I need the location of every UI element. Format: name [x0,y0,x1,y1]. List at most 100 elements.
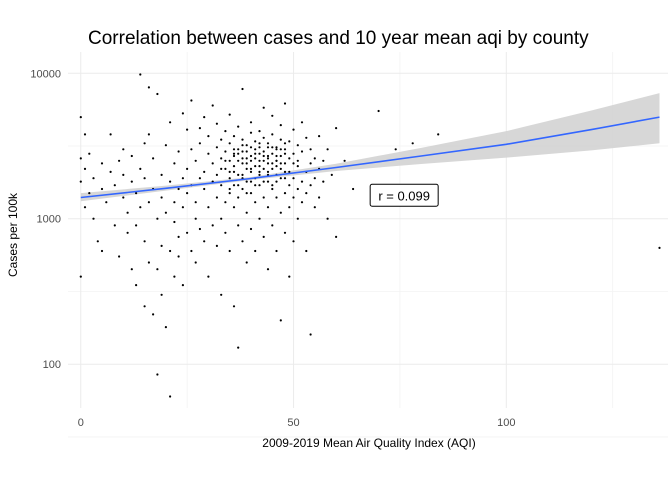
correlation-annotation: r = 0.099 [369,183,439,207]
data-point [254,140,257,143]
y-axis-ticks: 100 1000 10000 [30,68,61,371]
data-point [143,305,146,308]
data-point [262,196,265,199]
data-point [262,106,265,109]
data-point [186,167,189,170]
data-point [186,231,189,234]
data-point [139,73,142,76]
data-point [288,184,291,187]
data-point [249,131,253,134]
data-point [271,184,274,187]
data-point [224,167,227,170]
data-point [228,159,231,162]
data-point [275,159,278,162]
data-point [194,261,197,264]
data-point [113,184,116,187]
data-point [292,240,295,243]
data-point [181,284,184,287]
data-point [305,192,308,195]
data-point [232,184,236,187]
data-point [258,184,261,187]
data-point [177,235,180,238]
data-point [169,121,172,124]
data-point [156,217,159,220]
grid [68,52,668,438]
data-point [335,235,338,238]
data-point [113,224,116,227]
data-point [245,144,248,147]
data-point [181,177,184,180]
data-point [237,196,240,199]
data-point [228,142,231,145]
data-point [275,154,278,158]
annotation-text: r = 0.099 [378,188,430,203]
data-point [198,227,201,231]
data-point [211,162,214,165]
data-point [139,167,142,170]
data-point [266,154,270,158]
chart-title: Correlation between cases and 10 year me… [88,28,589,49]
data-point [292,196,295,199]
data-point [118,255,121,258]
data-point [164,144,167,147]
data-point [283,142,287,145]
data-point [283,102,287,105]
data-point [237,224,240,227]
data-point [228,170,231,173]
data-point [220,167,223,170]
data-point [177,187,180,191]
data-point [271,162,274,165]
data-point [135,284,138,287]
data-point [152,157,155,160]
data-point [220,293,223,296]
data-points [79,73,661,398]
data-point [92,177,95,180]
data-point [232,148,236,151]
data-point [262,159,265,162]
data-point [198,177,201,180]
data-point [147,201,150,204]
data-point [279,162,282,165]
data-point [279,167,282,170]
data-point [130,180,133,183]
data-point [279,319,282,322]
data-point [394,148,397,151]
data-point [305,249,308,253]
data-point [266,268,270,271]
data-point [203,170,206,173]
data-point [194,217,197,220]
data-point [147,133,150,136]
data-point [237,184,240,187]
data-point [241,87,244,91]
data-point [169,180,172,183]
data-point [271,133,274,136]
data-point [241,240,244,243]
data-point [266,146,270,149]
data-point [181,112,184,115]
data-point [203,116,206,119]
data-point [237,173,240,176]
data-point [173,201,176,204]
data-point [105,201,108,204]
data-point [232,152,236,155]
data-point [258,159,261,162]
data-point [194,159,197,162]
data-point [266,162,270,165]
data-point [83,167,87,170]
data-point [228,249,231,253]
data-point [241,187,244,191]
data-point [296,187,299,191]
data-point [275,180,278,183]
data-point [309,148,312,151]
data-point [177,150,180,153]
data-point [237,346,240,349]
data-point [241,162,244,165]
y-tick-label: 1000 [37,214,61,226]
data-point [275,196,278,199]
data-point [83,133,87,136]
y-tick-label: 100 [43,359,61,371]
data-point [164,211,167,214]
data-point [296,217,299,220]
data-point [160,244,163,247]
